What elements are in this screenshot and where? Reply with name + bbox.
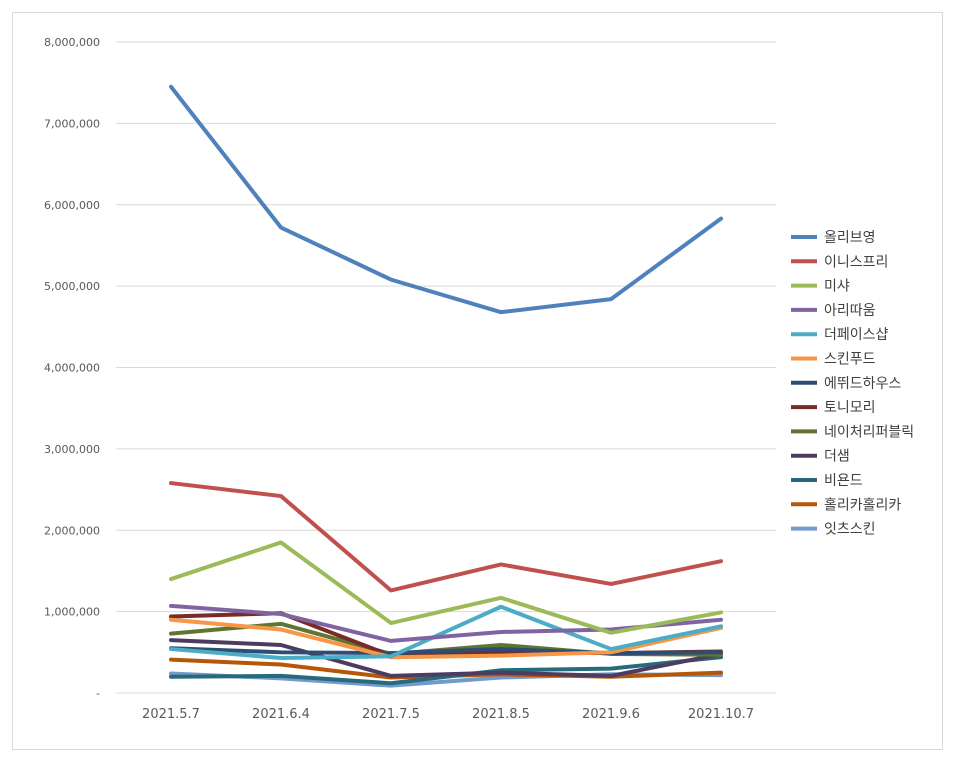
series-line xyxy=(169,540,723,635)
x-tick-label: 2021.7.5 xyxy=(362,707,420,722)
y-tick-label: 8,000,000 xyxy=(44,36,100,49)
series-line xyxy=(169,617,723,660)
series-lines xyxy=(169,84,723,688)
legend-label: 더페이스샵 xyxy=(824,327,889,343)
chart-frame: - 1,000,000 2,000,000 3,000,000 4,000,000 5,0… xyxy=(12,12,943,750)
x-tick-label: 2021.8.5 xyxy=(472,707,530,722)
series-line xyxy=(169,646,723,656)
line-chart: - 1,000,000 2,000,000 3,000,000 4,000,000 5,0… xyxy=(44,36,914,722)
legend-label: 네이처리퍼블릭 xyxy=(824,424,914,440)
x-tick-label: 2021.9.6 xyxy=(582,707,640,722)
legend: 올리브영이니스프리미샤아리따움더페이스샵스킨푸드에뛰드하우스토니모리네이처리퍼블… xyxy=(791,230,914,538)
y-tick-label: 2,000,000 xyxy=(44,524,100,537)
legend-label: 에뛰드하우스 xyxy=(824,376,901,392)
legend-label: 토니모리 xyxy=(824,400,876,416)
x-tick-label: 2021.10.7 xyxy=(688,707,754,722)
y-tick-label: 1,000,000 xyxy=(44,606,100,619)
y-tick-label: 3,000,000 xyxy=(44,443,100,456)
x-tick-label: 2021.6.4 xyxy=(252,707,310,722)
series-line xyxy=(169,604,723,661)
legend-label: 올리브영 xyxy=(824,230,876,246)
gridlines xyxy=(116,41,776,694)
legend-label: 더샘 xyxy=(824,449,850,465)
legend-label: 비욘드 xyxy=(824,473,863,489)
legend-label: 미샤 xyxy=(824,279,850,295)
series-line xyxy=(169,638,723,678)
y-axis: - 1,000,000 2,000,000 3,000,000 4,000,000 5,0… xyxy=(44,36,100,700)
legend-label: 스킨푸드 xyxy=(824,352,876,368)
legend-label: 홀리카홀리카 xyxy=(824,497,901,513)
y-tick-label: 6,000,000 xyxy=(44,199,100,212)
y-tick-label: 4,000,000 xyxy=(44,362,100,375)
x-axis: 2021.5.7 2021.6.4 2021.7.5 2021.8.5 2021.9.6… xyxy=(142,707,754,722)
series-line xyxy=(169,84,723,315)
legend-label: 이니스프리 xyxy=(824,254,888,270)
series-line xyxy=(169,481,723,593)
y-tick-label: 5,000,000 xyxy=(44,280,100,293)
series-line xyxy=(169,655,723,686)
legend-label: 아리따움 xyxy=(824,303,876,319)
legend-label: 잇츠스킨 xyxy=(824,522,876,538)
y-tick-label: - xyxy=(96,687,100,700)
y-tick-label: 7,000,000 xyxy=(44,117,100,130)
x-tick-label: 2021.5.7 xyxy=(142,707,200,722)
